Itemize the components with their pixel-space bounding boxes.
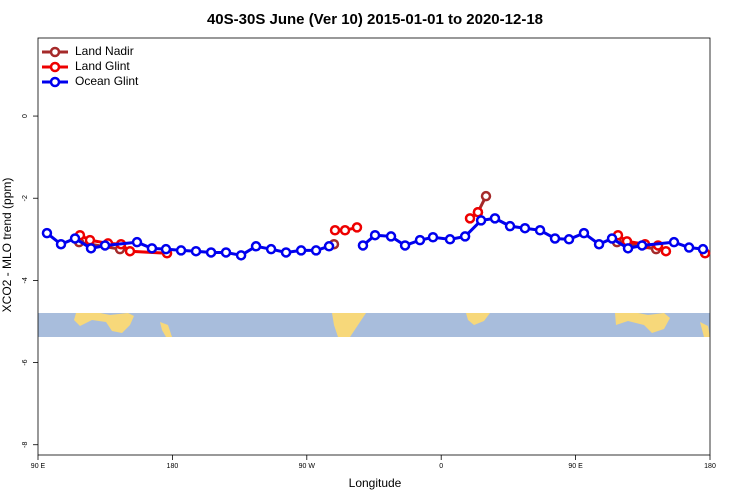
data-point (124, 245, 136, 257)
data-point (265, 243, 277, 255)
data-point (41, 227, 53, 239)
data-point (69, 233, 81, 244)
data-point (220, 247, 232, 258)
y-axis-label: XCO2 - MLO trend (ppm) (0, 178, 14, 313)
y-tick-label: -4 (22, 277, 29, 283)
data-point (131, 236, 143, 248)
legend-label: Land Nadir (75, 44, 134, 58)
data-point (475, 215, 487, 226)
data-point (99, 240, 111, 251)
data-point (385, 231, 397, 242)
x-tick-label: 180 (167, 463, 179, 470)
data-point (459, 231, 471, 242)
data-point (310, 245, 322, 256)
y-tick-label: -6 (22, 359, 29, 365)
legend-label: Land Glint (75, 59, 130, 73)
x-tick-label: 90 E (568, 463, 583, 470)
data-point (504, 220, 516, 232)
x-tick-label: 180 (704, 463, 716, 470)
data-point (84, 234, 96, 246)
data-point (250, 241, 262, 252)
data-point (534, 225, 546, 236)
plot-frame (37, 37, 711, 456)
x-axis-label: Longitude (349, 476, 402, 490)
data-point (683, 242, 695, 253)
data-point (549, 233, 561, 244)
data-point (190, 245, 202, 257)
data-point (606, 233, 618, 244)
data-point (427, 232, 439, 243)
legend-marker (49, 61, 61, 73)
data-point (660, 245, 672, 257)
data-point (480, 190, 492, 202)
data-point (472, 206, 484, 218)
data-point (636, 240, 648, 251)
map-strip (38, 313, 710, 337)
y-tick-label: -8 (22, 442, 29, 448)
data-point (464, 213, 476, 224)
data-point (323, 241, 335, 252)
data-point (668, 236, 680, 248)
data-point (489, 213, 501, 224)
data-point (235, 250, 247, 261)
chart-title: 40S-30S June (Ver 10) 2015-01-01 to 2020… (207, 11, 543, 28)
x-tick-label: 90 E (31, 463, 46, 470)
legend-marker (49, 76, 61, 88)
data-point (357, 240, 369, 251)
data-point (339, 225, 351, 236)
data-point (351, 222, 363, 233)
y-tick-label: 0 (22, 114, 29, 118)
data-point (205, 247, 217, 258)
data-point (369, 229, 381, 241)
legend-label: Ocean Glint (75, 74, 139, 88)
data-point (85, 243, 97, 254)
y-tick-label: -2 (22, 195, 29, 201)
data-point (295, 245, 307, 256)
legend-marker (49, 46, 61, 58)
data-point (444, 234, 456, 245)
data-point (622, 243, 634, 254)
data-point (414, 234, 426, 246)
data-point (280, 247, 292, 258)
data-point (519, 222, 531, 234)
x-tick-label: 90 W (299, 463, 316, 470)
data-point (160, 243, 172, 255)
data-point (175, 245, 187, 256)
series (41, 213, 709, 261)
data-point (593, 238, 605, 250)
data-point (399, 240, 411, 251)
data-point (578, 227, 590, 239)
x-tick-label: 0 (439, 463, 443, 470)
data-point (329, 225, 341, 236)
data-point (697, 243, 709, 255)
data-point (563, 234, 575, 245)
data-point (55, 238, 67, 250)
data-point (146, 243, 158, 254)
series (76, 208, 709, 257)
